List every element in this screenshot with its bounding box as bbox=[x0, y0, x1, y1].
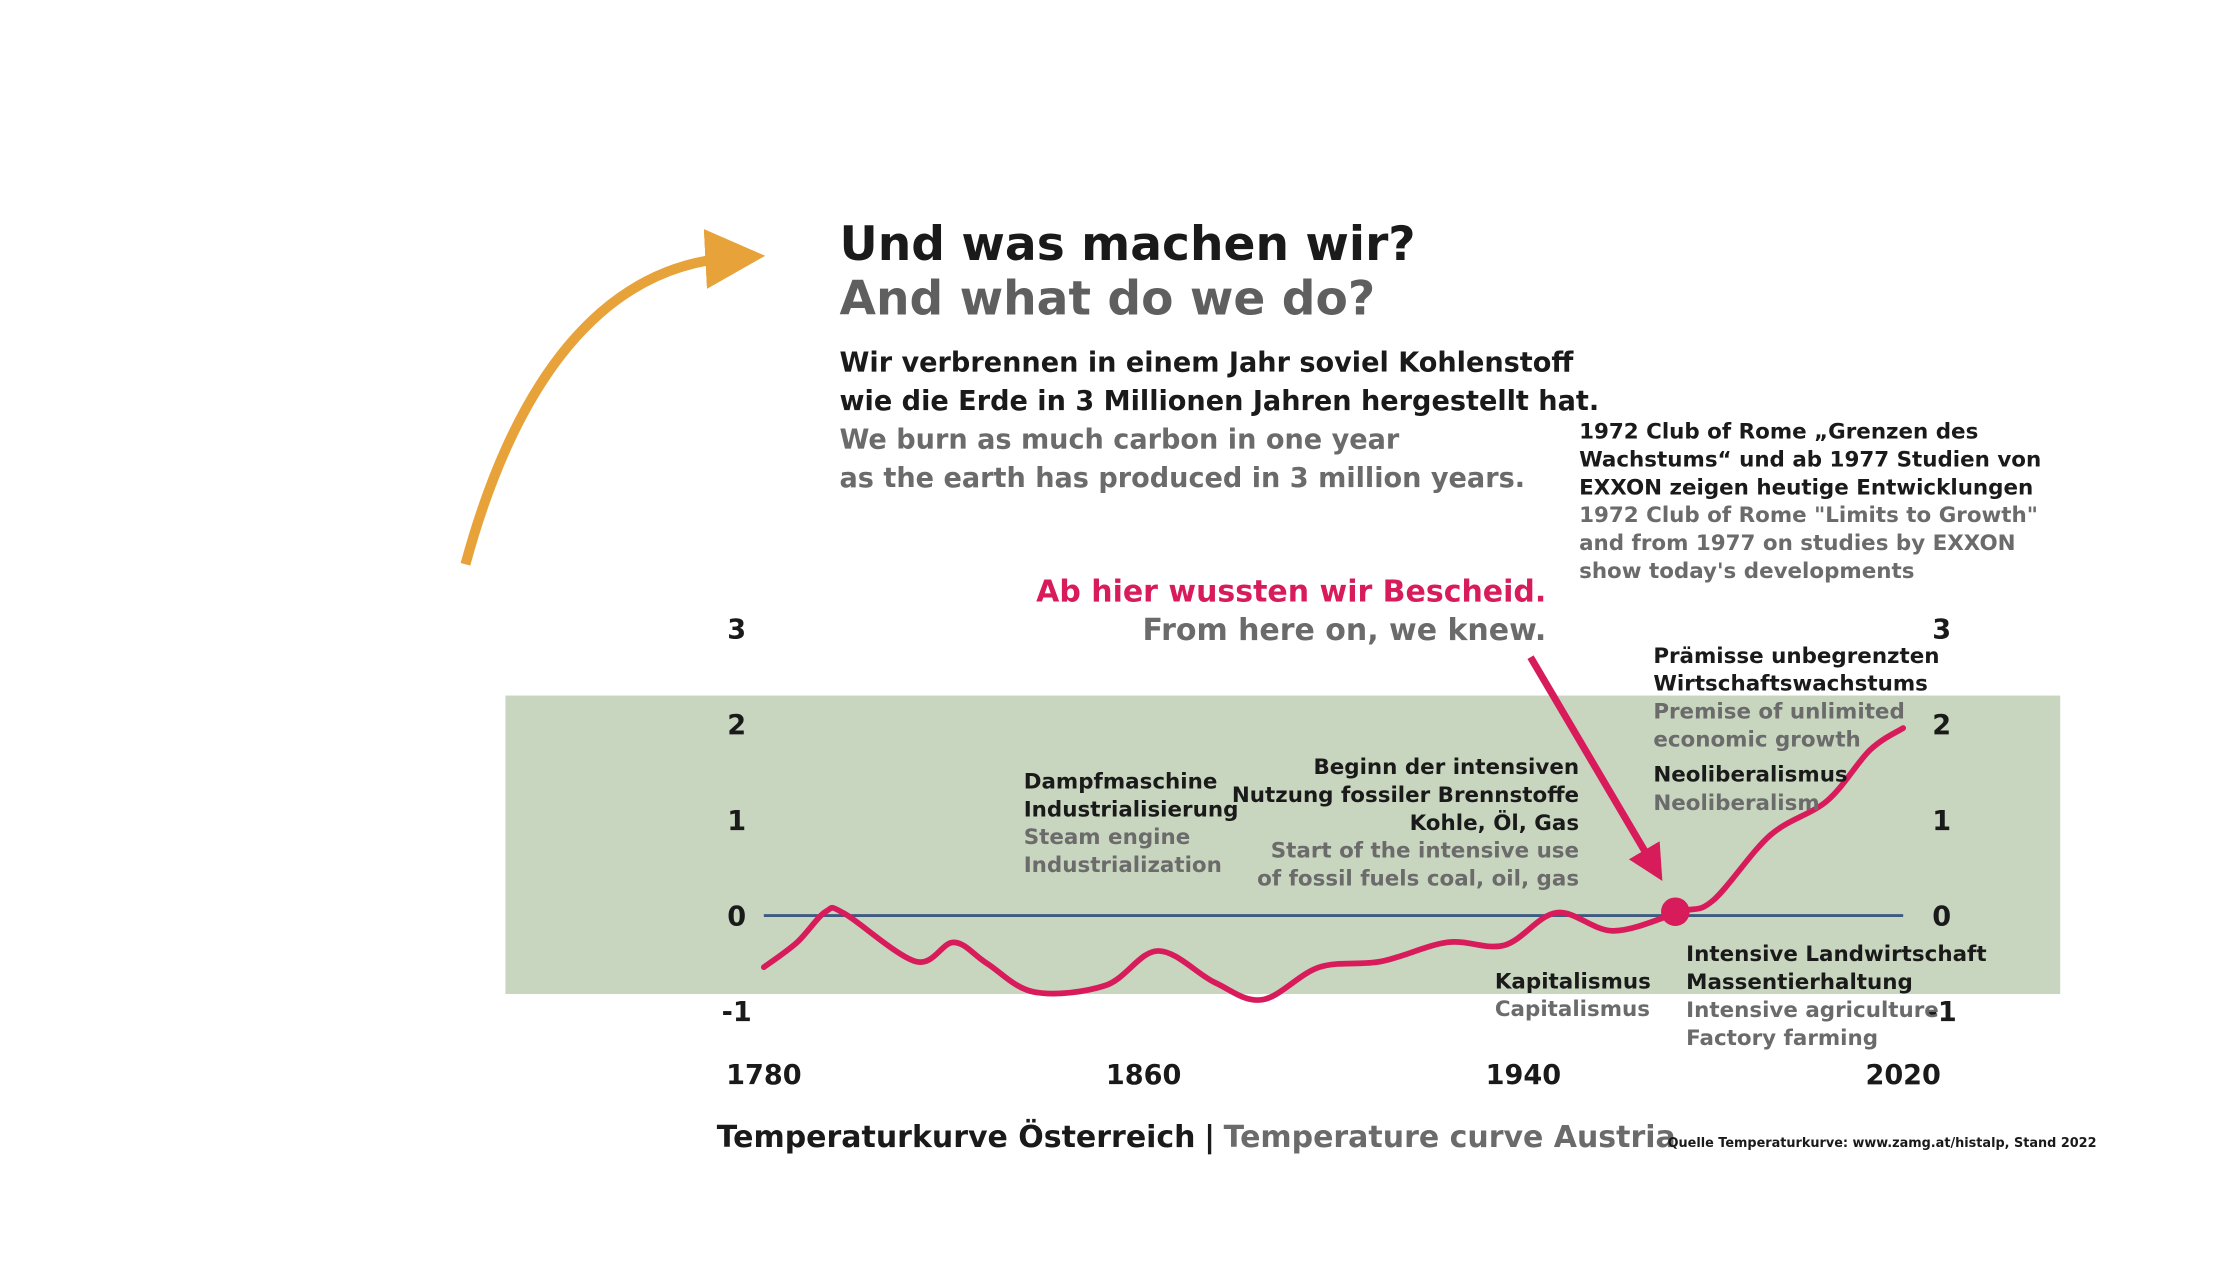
x-tick-label: 2020 bbox=[1865, 1060, 1940, 1091]
caption-part: | bbox=[1204, 1120, 1215, 1155]
annotation: Intensive agriculture bbox=[1686, 998, 1939, 1023]
annotation: Beginn der intensiven bbox=[1313, 755, 1579, 780]
annotation: 1972 Club of Rome "Limits to Growth" bbox=[1579, 503, 2038, 528]
annotation: Prämisse unbegrenzten bbox=[1653, 644, 1939, 669]
orange-arrow bbox=[460, 229, 766, 566]
body-text: wie die Erde in 3 Millionen Jahren herge… bbox=[840, 386, 1600, 417]
annotation: Industrialisierung bbox=[1024, 797, 1239, 822]
body-text: We burn as much carbon in one year bbox=[840, 425, 1400, 456]
subtitle: And what do we do? bbox=[840, 271, 1376, 326]
annotation: Intensive Landwirtschaft bbox=[1686, 942, 1986, 967]
annotation: Start of the intensive use bbox=[1271, 839, 1579, 864]
y2-tick-label: 0 bbox=[1932, 902, 1951, 933]
annotation: Wirtschaftswachstums bbox=[1653, 672, 1928, 697]
x-tick-label: 1780 bbox=[726, 1060, 801, 1091]
annotation: Kapitalismus bbox=[1495, 969, 1651, 994]
annotation: show today's developments bbox=[1579, 559, 1914, 584]
callout: From here on, we knew. bbox=[1143, 613, 1547, 648]
annotation: Industrialization bbox=[1024, 853, 1222, 878]
annotation: Dampfmaschine bbox=[1024, 769, 1218, 794]
pink-arrow bbox=[1527, 655, 1663, 881]
y2-tick-label: 3 bbox=[1932, 615, 1951, 646]
callout: Ab hier wussten wir Bescheid. bbox=[1036, 574, 1546, 609]
annotation: Capitalismus bbox=[1495, 997, 1650, 1022]
y-tick-label: 3 bbox=[727, 615, 746, 646]
annotation: EXXON zeigen heutige Entwicklungen bbox=[1579, 475, 2033, 500]
caption-part: Temperaturkurve Österreich bbox=[717, 1118, 1196, 1155]
y-tick-label: 2 bbox=[727, 710, 746, 741]
annotation: and from 1977 on studies by EXXON bbox=[1579, 531, 2016, 556]
annotation: Wachstums“ und ab 1977 Studien von bbox=[1579, 448, 2041, 473]
annotation: Neoliberalism bbox=[1653, 791, 1819, 816]
source: Quelle Temperaturkurve: www.zamg.at/hist… bbox=[1668, 1136, 2097, 1151]
body-text: Wir verbrennen in einem Jahr soviel Kohl… bbox=[840, 348, 1575, 379]
temperature-line bbox=[760, 725, 1907, 1003]
annotation: economic growth bbox=[1653, 727, 1860, 752]
annotation: Premise of unlimited bbox=[1653, 700, 1904, 725]
title: Und was machen wir? bbox=[840, 217, 1416, 272]
y2-tick-label: 1 bbox=[1932, 806, 1951, 837]
y2-tick-label: -1 bbox=[1927, 997, 1957, 1028]
x-tick-label: 1860 bbox=[1106, 1060, 1181, 1091]
annotation: Nutzung fossiler Brennstoffe bbox=[1232, 783, 1579, 808]
annotation: of fossil fuels coal, oil, gas bbox=[1257, 867, 1579, 892]
annotation: Steam engine bbox=[1024, 825, 1191, 850]
y-tick-label: 1 bbox=[727, 806, 746, 837]
annotation: 1972 Club of Rome „Grenzen des bbox=[1579, 420, 1978, 445]
annotation: Kohle, Öl, Gas bbox=[1410, 810, 1579, 836]
band bbox=[505, 695, 2061, 994]
annotation: Factory farming bbox=[1686, 1026, 1878, 1051]
chart: Und was machen wir?And what do we do? Wir… bbox=[505, 217, 2097, 1155]
y-tick-label: -1 bbox=[722, 997, 752, 1028]
y-tick-label: 0 bbox=[727, 902, 746, 933]
annotation: Massentierhaltung bbox=[1686, 970, 1913, 995]
caption: Temperaturkurve Österreich | Temperature c… bbox=[717, 1118, 1676, 1155]
body-text: as the earth has produced in 3 million y… bbox=[840, 463, 1526, 494]
x-tick-label: 1940 bbox=[1486, 1060, 1561, 1091]
annotation: Neoliberalismus bbox=[1653, 762, 1847, 787]
marker-dot bbox=[1661, 897, 1690, 927]
y2-tick-label: 2 bbox=[1932, 710, 1951, 741]
caption-part: Temperature curve Austria bbox=[1224, 1120, 1676, 1155]
